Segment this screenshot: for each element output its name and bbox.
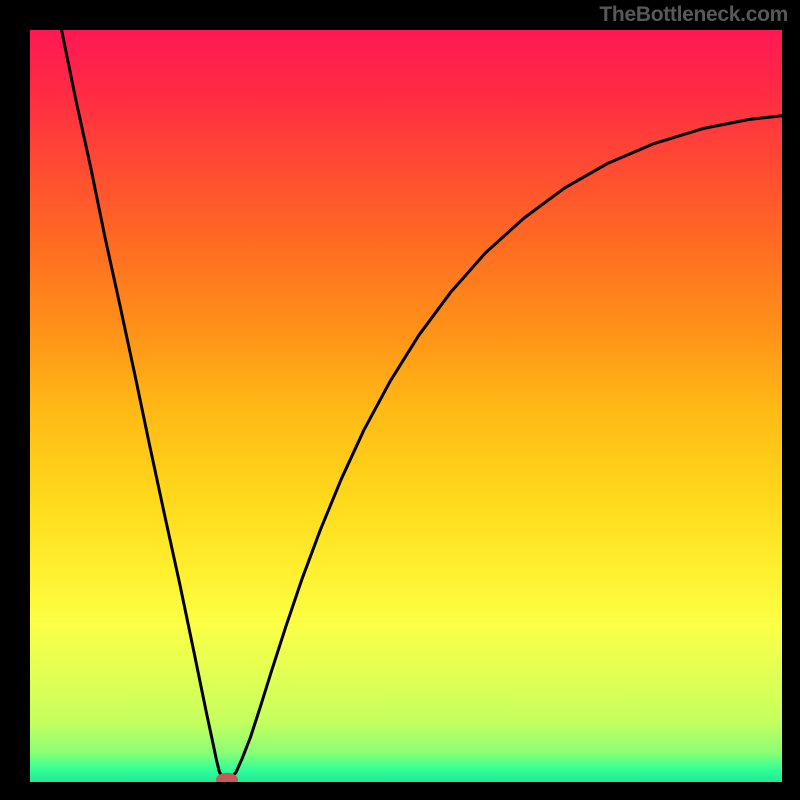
watermark-text: TheBottleneck.com: [599, 3, 788, 27]
chart-container: TheBottleneck.com: [0, 0, 800, 800]
plot-area: [30, 30, 782, 782]
chart-svg: [30, 30, 782, 782]
